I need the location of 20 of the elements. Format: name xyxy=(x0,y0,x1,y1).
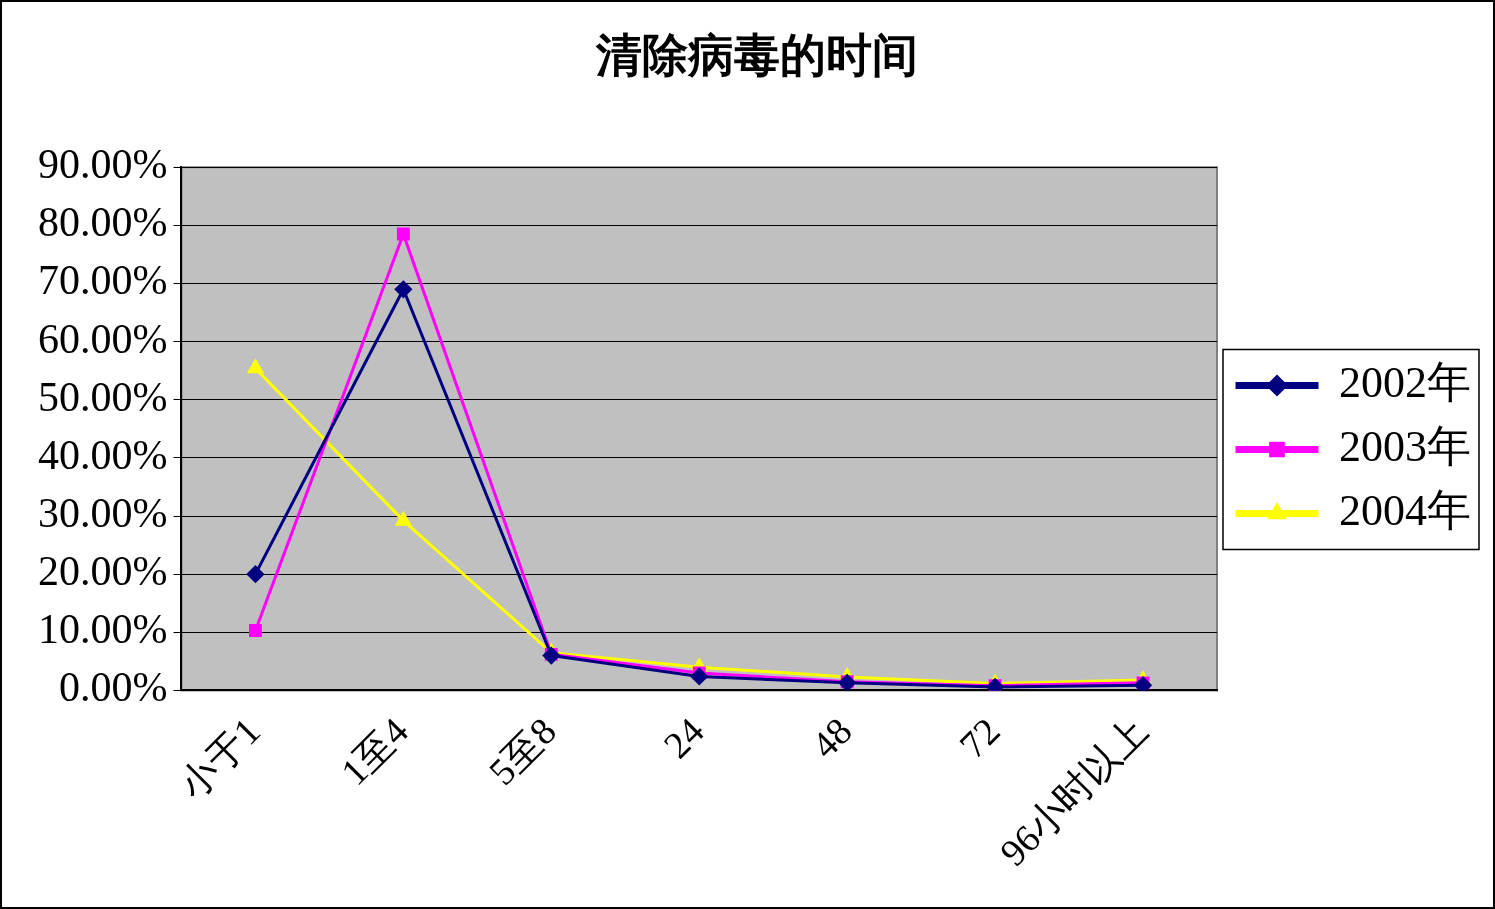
x-tick-label: 24 xyxy=(655,709,712,767)
y-tick-label: 60.00% xyxy=(37,315,168,362)
x-tick-label: 小于1 xyxy=(171,709,269,807)
x-tick-label: 5至8 xyxy=(480,709,565,793)
legend-label: 2003年 xyxy=(1339,422,1471,472)
y-tick-label: 90.00% xyxy=(37,141,168,188)
y-tick-label: 20.00% xyxy=(37,548,168,595)
y-tick-label: 50.00% xyxy=(37,373,168,420)
legend-label: 2002年 xyxy=(1339,358,1471,408)
legend-label: 2004年 xyxy=(1339,486,1471,536)
y-tick-label: 10.00% xyxy=(37,606,168,653)
x-tick-label: 48 xyxy=(803,709,860,767)
y-tick-label: 30.00% xyxy=(37,490,168,537)
y-tick-label: 0.00% xyxy=(58,664,168,711)
y-tick-label: 80.00% xyxy=(37,199,168,246)
x-tick-label: 1至4 xyxy=(332,709,417,793)
chart-title: 清除病毒的时间 xyxy=(594,30,918,82)
y-tick-label: 40.00% xyxy=(37,431,168,478)
y-tick-label: 70.00% xyxy=(37,257,168,304)
x-tick-label: 72 xyxy=(951,709,1008,767)
